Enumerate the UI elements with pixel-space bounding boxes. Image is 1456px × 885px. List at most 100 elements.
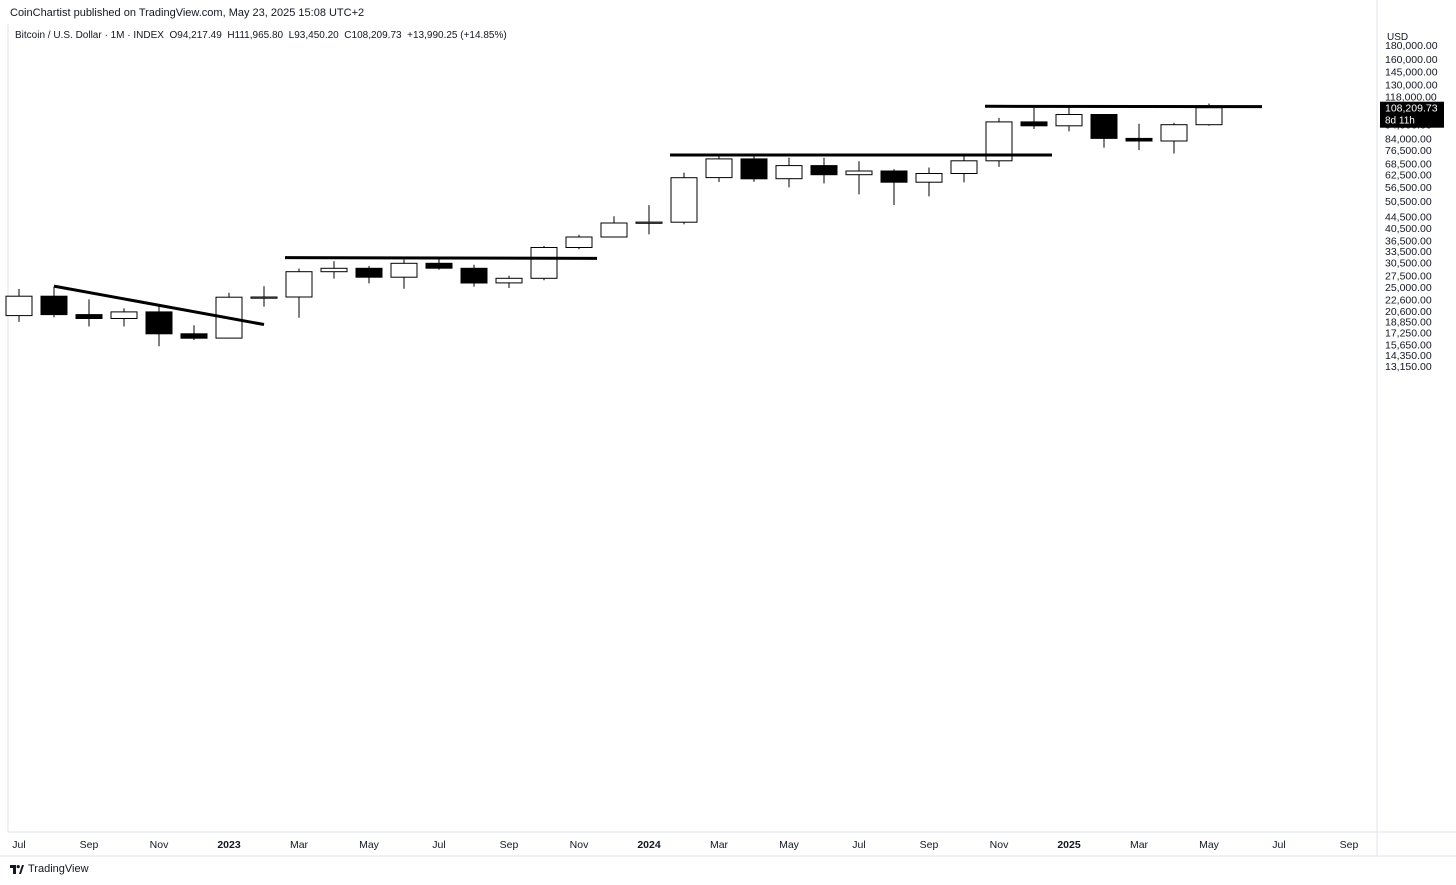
- price-axis-tick-25: 13,150.00: [1385, 361, 1432, 373]
- candle-body-26: [915, 173, 943, 183]
- candle-body-20: [705, 158, 733, 179]
- time-axis-label-0: Jul: [12, 839, 25, 851]
- time-axis-label-7: Sep: [500, 839, 519, 851]
- time-axis-label-11: May: [779, 839, 800, 851]
- candle-body-4: [145, 311, 173, 335]
- price-axis-tick-19: 22,600.00: [1385, 294, 1432, 306]
- candle-body-22: [775, 165, 803, 180]
- price-axis-tick-13: 40,500.00: [1385, 223, 1432, 235]
- candle-body-6: [215, 296, 243, 339]
- price-axis-tick-11: 50,500.00: [1385, 196, 1432, 208]
- candle-body-14: [495, 277, 523, 284]
- ohlc-low: L93,450.20: [288, 30, 339, 41]
- price-axis-tick-20: 20,600.00: [1385, 306, 1432, 318]
- candle-body-11: [390, 262, 418, 278]
- price-axis-tick-1: 160,000.00: [1385, 54, 1438, 66]
- candle-body-24: [845, 170, 873, 176]
- time-axis-label-4: Mar: [290, 839, 309, 851]
- time-axis-label-13: Sep: [920, 839, 939, 851]
- price-axis-tick-16: 30,500.00: [1385, 258, 1432, 270]
- ohlc-close: C108,209.73: [344, 30, 402, 41]
- trendline-horizontal-1: [284, 256, 598, 260]
- ohlc-high: H111,965.80: [227, 30, 284, 41]
- tradingview-brand: TradingView: [28, 863, 89, 875]
- price-axis-tick-18: 25,000.00: [1385, 282, 1432, 294]
- trendline-descending-0: [53, 284, 265, 326]
- price-axis-tick-6: 84,000.00: [1385, 133, 1432, 145]
- price-axis-tick-2: 145,000.00: [1385, 66, 1438, 78]
- time-axis-label-1: Sep: [80, 839, 99, 851]
- price-axis-tick-15: 33,500.00: [1385, 246, 1432, 258]
- time-axis-label-9: 2024: [637, 839, 661, 851]
- candle-body-12: [425, 262, 453, 269]
- candle-body-8: [285, 271, 313, 298]
- ohlc-change: +13,990.25 (+14.85%): [407, 30, 507, 41]
- candle-body-17: [600, 222, 628, 238]
- time-axis-label-16: Mar: [1130, 839, 1149, 851]
- price-axis-tick-10: 56,500.00: [1385, 182, 1432, 194]
- price-axis-currency: USD: [1387, 32, 1408, 43]
- price-axis-tick-9: 62,500.00: [1385, 170, 1432, 182]
- time-axis-label-6: Jul: [432, 839, 445, 851]
- tradingview-logo-icon: [10, 864, 24, 874]
- candle-body-13: [460, 267, 488, 284]
- tradingview-logo[interactable]: TradingView: [10, 863, 89, 875]
- time-axis-label-10: Mar: [710, 839, 729, 851]
- candle-body-10: [355, 267, 383, 278]
- candle-body-5: [180, 333, 208, 339]
- candle-body-9: [320, 267, 348, 273]
- time-axis-label-15: 2025: [1057, 839, 1081, 851]
- time-axis-label-18: Jul: [1272, 839, 1285, 851]
- time-axis-label-3: 2023: [217, 839, 241, 851]
- time-axis-label-8: Nov: [570, 839, 589, 851]
- time-axis-label-2: Nov: [150, 839, 169, 851]
- candle-body-7: [250, 296, 278, 299]
- time-axis-label-19: Sep: [1340, 839, 1359, 851]
- price-axis-tick-8: 68,500.00: [1385, 158, 1432, 170]
- candle-body-34: [1195, 107, 1223, 126]
- time-axis-label-12: Jul: [852, 839, 865, 851]
- candle-body-32: [1125, 137, 1153, 142]
- candle-body-28: [985, 121, 1013, 162]
- symbol-name: Bitcoin / U.S. Dollar · 1M · INDEX: [15, 30, 164, 41]
- candle-body-15: [530, 247, 558, 279]
- last-price-label: 108,209.73: [1385, 103, 1438, 115]
- price-axis-tick-0: 180,000.00: [1385, 40, 1438, 52]
- price-axis-tick-23: 15,650.00: [1385, 340, 1432, 352]
- candle-body-1: [40, 295, 68, 316]
- candle-body-18: [635, 221, 663, 224]
- candle-body-29: [1020, 121, 1048, 127]
- candle-body-23: [810, 165, 838, 176]
- price-axis-tick-12: 44,500.00: [1385, 211, 1432, 223]
- candle-body-25: [880, 170, 908, 183]
- countdown-label: 8d 11h: [1385, 116, 1415, 127]
- candle-body-33: [1160, 124, 1188, 142]
- ohlc-open: O94,217.49: [169, 30, 222, 41]
- price-axis-tick-21: 18,850.00: [1385, 317, 1432, 329]
- candle-body-3: [110, 311, 138, 319]
- price-axis-tick-22: 17,250.00: [1385, 328, 1432, 340]
- time-axis-label-17: May: [1199, 839, 1220, 851]
- publish-info: CoinChartist published on TradingView.co…: [10, 7, 365, 19]
- candle-body-27: [950, 160, 978, 175]
- candle-body-0: [5, 295, 33, 317]
- time-axis-label-14: Nov: [990, 839, 1009, 851]
- candle-body-21: [740, 158, 768, 180]
- candle-body-19: [670, 177, 698, 223]
- candle-body-2: [75, 314, 103, 320]
- price-axis-tick-3: 130,000.00: [1385, 80, 1438, 92]
- candle-body-16: [565, 236, 593, 248]
- price-axis-tick-14: 36,500.00: [1385, 236, 1432, 248]
- candle-body-30: [1055, 114, 1083, 127]
- price-axis-tick-17: 27,500.00: [1385, 270, 1432, 282]
- price-axis-tick-5: 94,000.00: [1385, 120, 1432, 132]
- candle-body-31: [1090, 114, 1118, 139]
- price-axis-tick-7: 76,500.00: [1385, 145, 1432, 157]
- price-axis-tick-4: 118,000.00: [1385, 92, 1437, 104]
- time-axis-label-5: May: [359, 839, 380, 851]
- last-price-tag: [1380, 101, 1444, 128]
- symbol-legend[interactable]: Bitcoin / U.S. Dollar · 1M · INDEX O94,2…: [15, 30, 507, 41]
- price-axis-tick-24: 14,350.00: [1385, 350, 1432, 362]
